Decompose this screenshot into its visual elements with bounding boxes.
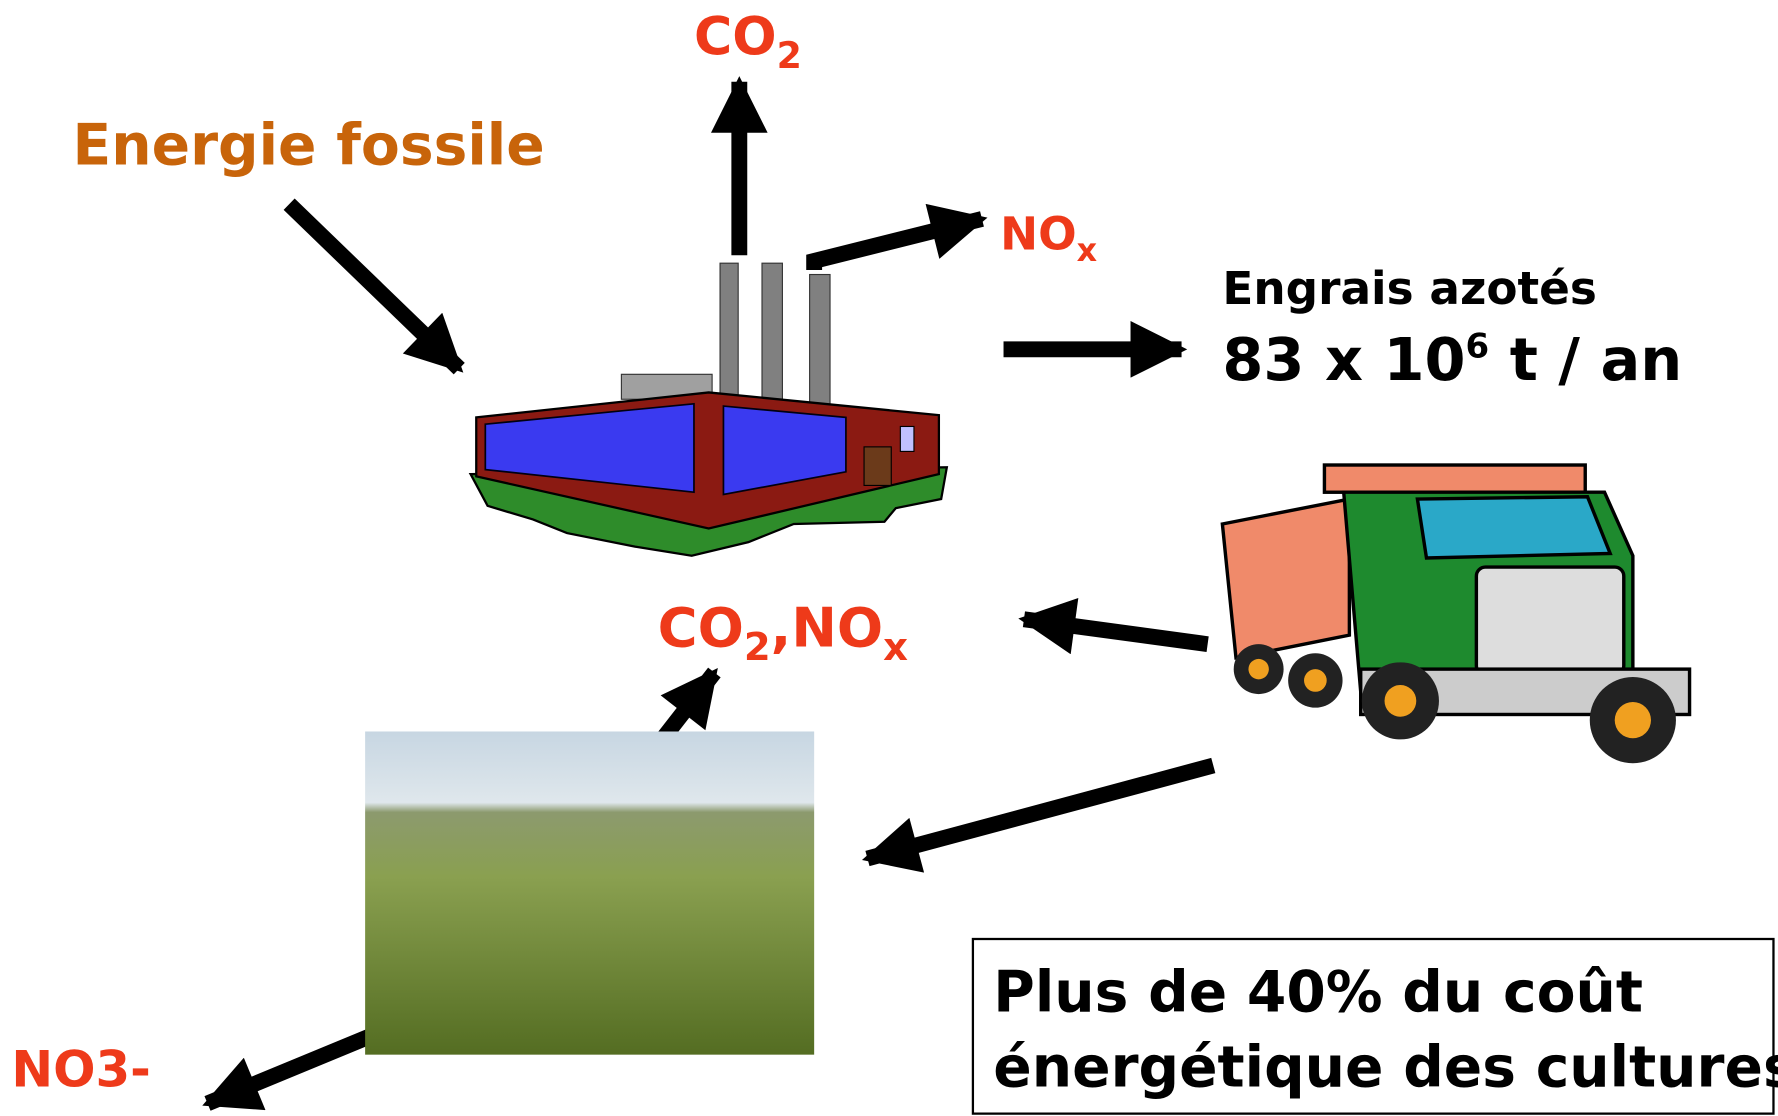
field-photo (365, 731, 815, 1055)
arrow (283, 198, 465, 375)
arrow (806, 203, 988, 270)
amount-sup: 6 (1466, 326, 1490, 366)
fertilizer-name: Engrais azotés (1222, 262, 1597, 315)
note-line: énergétique des cultures (993, 1034, 1778, 1100)
truck-icon (1220, 463, 1692, 764)
nox-sub: x (883, 625, 908, 670)
co2-sub: 2 (777, 34, 802, 77)
nox-label: NOx (1000, 208, 1097, 269)
separator: , (771, 595, 792, 659)
co2-nox-label: CO2,NOx (658, 595, 908, 670)
amount-rest: t / an (1489, 325, 1682, 394)
nox-sub: x (1077, 233, 1097, 269)
arrow (861, 757, 1216, 873)
co2-label: CO2 (694, 8, 802, 78)
co2-main: CO (694, 8, 777, 68)
note-box (971, 937, 1775, 1115)
co2-sub: 2 (744, 625, 771, 670)
fertilizer-amount: 83 x 106 t / an (1222, 325, 1682, 394)
nox-main: NO (791, 595, 883, 659)
no3-label: NO3- (11, 1040, 151, 1098)
note-line: Plus de 40% du coût (993, 960, 1643, 1026)
nox-main: NO (1000, 208, 1077, 261)
arrow (1018, 598, 1209, 655)
energy-label: Energie fossile (73, 113, 545, 179)
co2-main: CO (658, 595, 744, 659)
amount-main: 83 x 10 (1222, 325, 1465, 394)
factory-icon (468, 262, 949, 557)
